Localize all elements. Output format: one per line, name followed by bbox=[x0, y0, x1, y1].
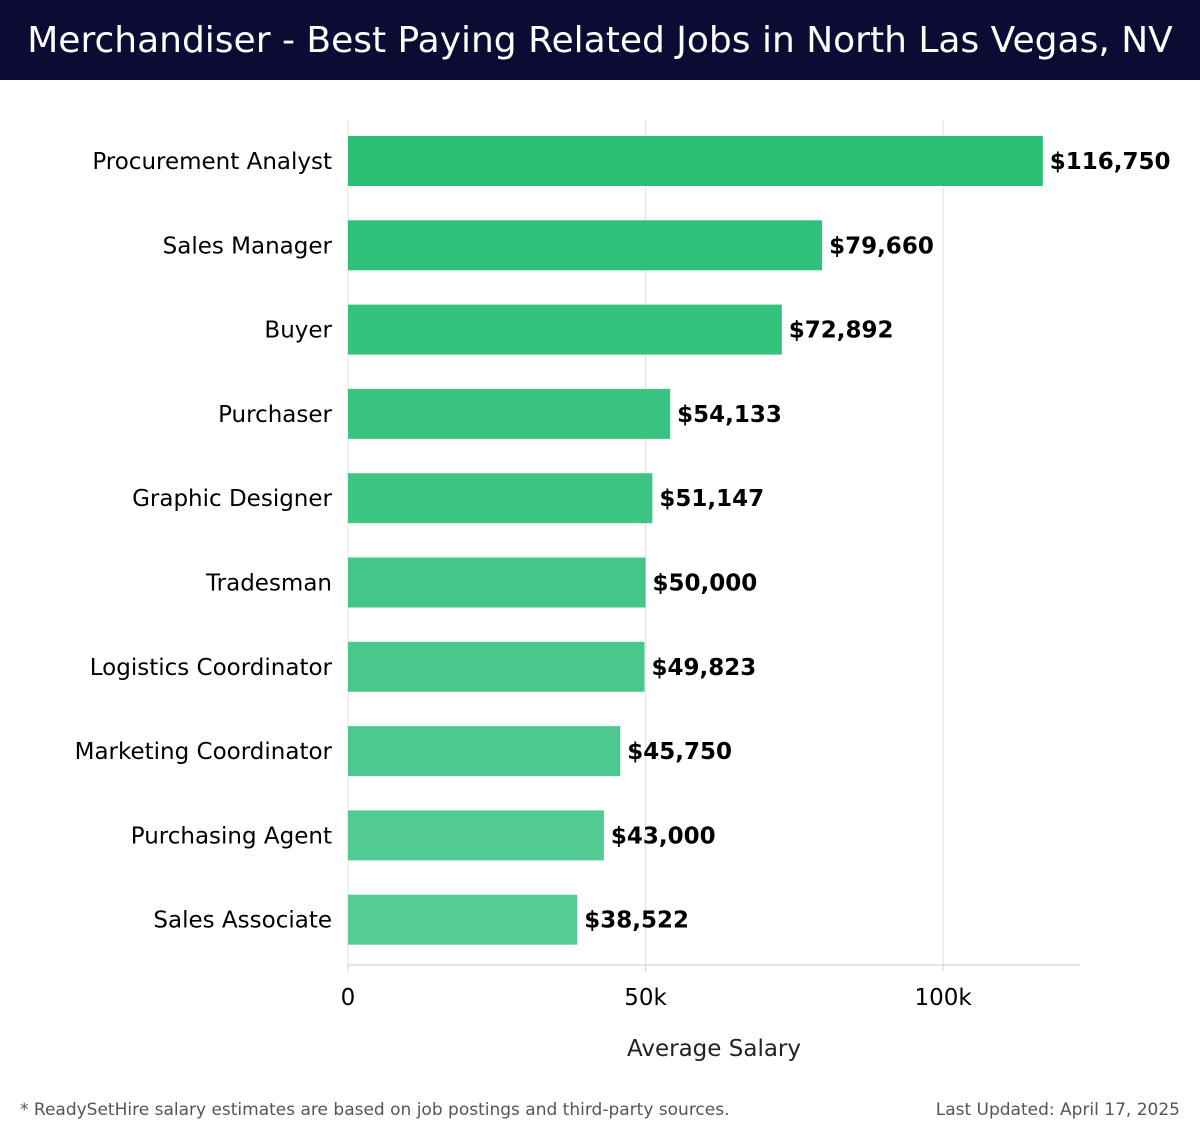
bar-3 bbox=[348, 388, 671, 439]
bar-9 bbox=[348, 894, 578, 945]
category-label-9: Sales Associate bbox=[153, 908, 332, 934]
header-banner: Merchandiser - Best Paying Related Jobs … bbox=[0, 0, 1200, 80]
value-label-2: $72,892 bbox=[789, 318, 894, 344]
last-updated: Last Updated: April 17, 2025 bbox=[935, 1100, 1180, 1120]
value-label-1: $79,660 bbox=[829, 233, 934, 259]
bar-1 bbox=[348, 220, 823, 271]
category-label-5: Tradesman bbox=[205, 571, 332, 597]
category-label-4: Graphic Designer bbox=[132, 486, 332, 512]
value-label-5: $50,000 bbox=[653, 571, 758, 597]
bar-7 bbox=[348, 726, 621, 777]
value-label-9: $38,522 bbox=[584, 908, 689, 934]
bar-0 bbox=[348, 136, 1043, 186]
footer-note: * ReadySetHire salary estimates are base… bbox=[20, 1100, 730, 1120]
x-tick-label-2: 100k bbox=[915, 985, 973, 1011]
value-label-4: $51,147 bbox=[659, 486, 764, 512]
x-tick-label-0: 0 bbox=[341, 985, 356, 1011]
bar-6 bbox=[348, 641, 645, 692]
category-label-7: Marketing Coordinator bbox=[75, 739, 333, 765]
category-label-6: Logistics Coordinator bbox=[90, 655, 333, 681]
bar-8 bbox=[348, 810, 604, 861]
salary-bar-chart: Procurement Analyst $116,750 Sales Manager… bbox=[75, 120, 1171, 1062]
page-title: Merchandiser - Best Paying Related Jobs … bbox=[27, 19, 1173, 61]
x-axis-title: Average Salary bbox=[627, 1036, 801, 1062]
category-label-1: Sales Manager bbox=[163, 233, 333, 259]
value-label-8: $43,000 bbox=[611, 823, 716, 849]
category-label-8: Purchasing Agent bbox=[131, 823, 332, 849]
value-label-3: $54,133 bbox=[677, 402, 782, 428]
category-label-0: Procurement Analyst bbox=[92, 149, 332, 175]
value-label-0: $116,750 bbox=[1050, 149, 1171, 175]
x-tick-label-1: 50k bbox=[624, 985, 667, 1011]
bar-5 bbox=[348, 557, 646, 608]
value-label-6: $49,823 bbox=[652, 655, 757, 681]
bar-2 bbox=[348, 304, 782, 355]
category-label-3: Purchaser bbox=[218, 402, 332, 428]
value-label-7: $45,750 bbox=[627, 739, 732, 765]
category-label-2: Buyer bbox=[264, 318, 332, 344]
bar-4 bbox=[348, 473, 653, 524]
